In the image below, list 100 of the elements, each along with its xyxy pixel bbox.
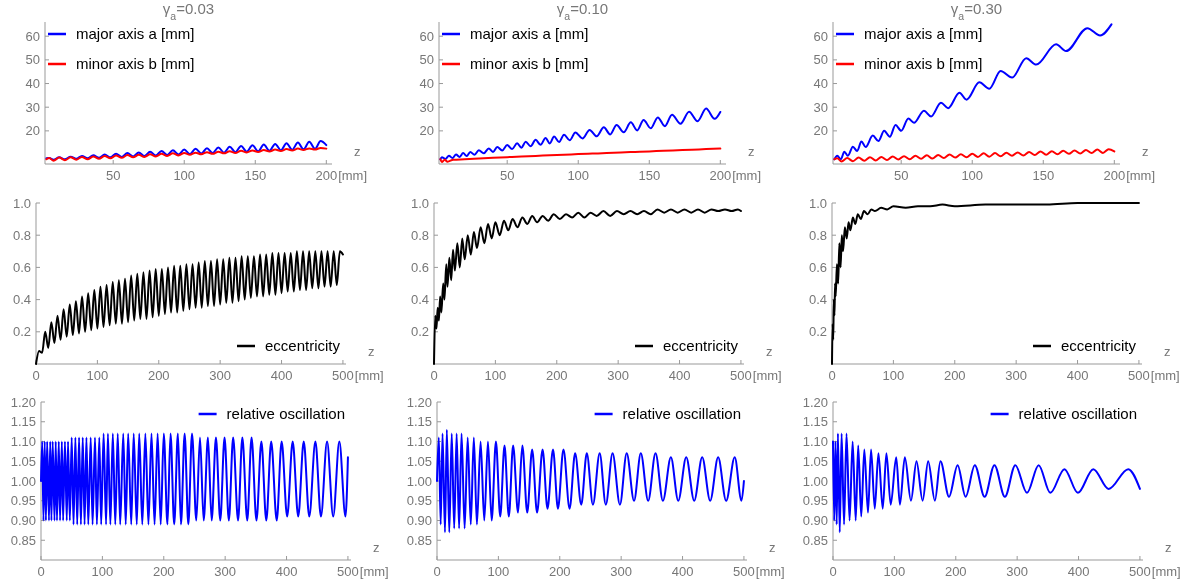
y-tick-label: 0.6 xyxy=(12,259,31,275)
x-tick-label: 200 xyxy=(152,564,175,579)
x-axis-title: z xyxy=(368,344,375,359)
x-tick-label: 200 xyxy=(548,564,571,579)
line-series xyxy=(439,107,722,161)
text: [mm] xyxy=(359,564,389,579)
y-tick-label: 1.15 xyxy=(10,414,36,430)
x-tick-label: 400 xyxy=(275,564,298,579)
x-tick-label: 200 xyxy=(1103,168,1126,183)
x-tick-label: 150 xyxy=(1032,168,1055,183)
x-axis-title: z xyxy=(354,144,361,159)
y-tick-label: 20 xyxy=(813,123,828,139)
y-tick-label: 0.90 xyxy=(10,513,36,529)
y-tick-label: 1.00 xyxy=(802,473,828,489)
x-tick-label: 150 xyxy=(638,168,661,183)
y-tick-label: 1.0 xyxy=(808,195,827,211)
legend-label: minor axis b [mm] xyxy=(864,55,983,73)
x-axis-title: z xyxy=(1165,540,1172,555)
x-axis-title: z xyxy=(748,144,755,159)
y-tick-label: 0.95 xyxy=(406,493,432,509)
y-tick-label: 1.00 xyxy=(10,473,36,489)
y-tick-label: 0.6 xyxy=(808,259,827,275)
x-tick-label: 100 xyxy=(86,368,109,383)
y-tick-label: 60 xyxy=(813,28,828,44)
y-tick-label: 0.2 xyxy=(12,324,31,340)
y-tick-label: 40 xyxy=(813,76,828,92)
y-tick-label: 0.4 xyxy=(808,292,827,308)
y-tick-label: 0.90 xyxy=(406,513,432,529)
y-tick-label: 0.90 xyxy=(802,513,828,529)
line-series xyxy=(45,146,328,162)
y-tick-label: 0.85 xyxy=(406,532,432,548)
x-tick-label: 150 xyxy=(244,168,267,183)
x-tick-label: 0 xyxy=(37,564,45,579)
x-tick-label: 400 xyxy=(270,368,293,383)
x-tick-label: 100 xyxy=(173,168,196,183)
y-tick-label: 60 xyxy=(25,28,40,44)
x-tick-label: 400 xyxy=(1066,368,1089,383)
y-tick-label: 1.20 xyxy=(10,394,36,410)
x-tick-label: 200 xyxy=(315,168,338,183)
y-tick-label: 50 xyxy=(419,52,434,68)
x-tick-label: 100 xyxy=(484,368,507,383)
y-tick-label: 0.8 xyxy=(808,227,827,243)
x-tick-label: 400 xyxy=(671,564,694,579)
x-tick-label: 0 xyxy=(32,368,40,383)
y-tick-label: 0.85 xyxy=(802,532,828,548)
chart-title: γ$_{a}$=0.03 xyxy=(162,0,215,22)
y-tick-label: 40 xyxy=(25,76,40,92)
legend-label: major axis a [mm] xyxy=(76,25,195,43)
text: [mm] xyxy=(755,564,785,579)
y-tick-label: 0.95 xyxy=(10,493,36,509)
y-tick-label: 50 xyxy=(25,52,40,68)
legend-label: major axis a [mm] xyxy=(864,25,983,43)
legend-label: eccentricity xyxy=(264,337,341,355)
y-tick-label: 1.05 xyxy=(10,453,36,469)
x-tick-label: 200 xyxy=(545,368,568,383)
legend-label: relative oscillation xyxy=(622,405,741,423)
y-tick-label: 1.00 xyxy=(406,473,432,489)
y-tick-label: 30 xyxy=(419,99,434,115)
y-tick-label: 50 xyxy=(813,52,828,68)
line-series xyxy=(832,432,1141,534)
y-tick-label: 1.05 xyxy=(802,453,828,469)
legend-label: minor axis b [mm] xyxy=(470,55,589,73)
x-tick-label: 100 xyxy=(567,168,590,183)
x-tick-label: 300 xyxy=(610,564,633,579)
y-tick-label: 20 xyxy=(419,123,434,139)
x-tick-label: 500 xyxy=(733,564,755,579)
y-tick-label: 0.95 xyxy=(802,493,828,509)
y-tick-label: 1.10 xyxy=(406,434,432,450)
y-tick-label: 60 xyxy=(419,28,434,44)
y-tick-label: 30 xyxy=(813,99,828,115)
text: [mm] xyxy=(1126,168,1156,183)
y-tick-label: 1.15 xyxy=(802,414,828,430)
x-axis-title: z xyxy=(769,540,776,555)
x-tick-label: 500 xyxy=(337,564,359,579)
x-tick-label: 200 xyxy=(944,564,967,579)
y-tick-label: 1.20 xyxy=(406,394,432,410)
x-tick-label: 0 xyxy=(829,564,837,579)
text: [mm] xyxy=(1150,368,1180,383)
text: [mm] xyxy=(752,368,782,383)
x-tick-label: 500 xyxy=(730,368,752,383)
x-tick-label: 100 xyxy=(883,564,906,579)
y-tick-label: 1.10 xyxy=(10,434,36,450)
legend-label: relative oscillation xyxy=(226,405,345,423)
y-tick-label: 1.20 xyxy=(802,394,828,410)
line-series xyxy=(45,140,328,161)
chart-title: γ$_{a}$=0.30 xyxy=(950,0,1003,22)
line-series xyxy=(439,147,722,164)
x-axis-title: z xyxy=(766,344,773,359)
y-tick-label: 0.2 xyxy=(808,324,827,340)
text: [mm] xyxy=(338,168,368,183)
y-tick-label: 0.85 xyxy=(10,532,36,548)
x-tick-label: 300 xyxy=(1006,564,1029,579)
x-tick-label: 500 xyxy=(1129,564,1151,579)
text: [mm] xyxy=(732,168,762,183)
line-series xyxy=(831,202,1140,365)
x-tick-label: 100 xyxy=(487,564,510,579)
x-tick-label: 50 xyxy=(499,168,515,183)
x-tick-label: 300 xyxy=(209,368,232,383)
x-tick-label: 400 xyxy=(668,368,691,383)
line-series xyxy=(833,23,1113,161)
